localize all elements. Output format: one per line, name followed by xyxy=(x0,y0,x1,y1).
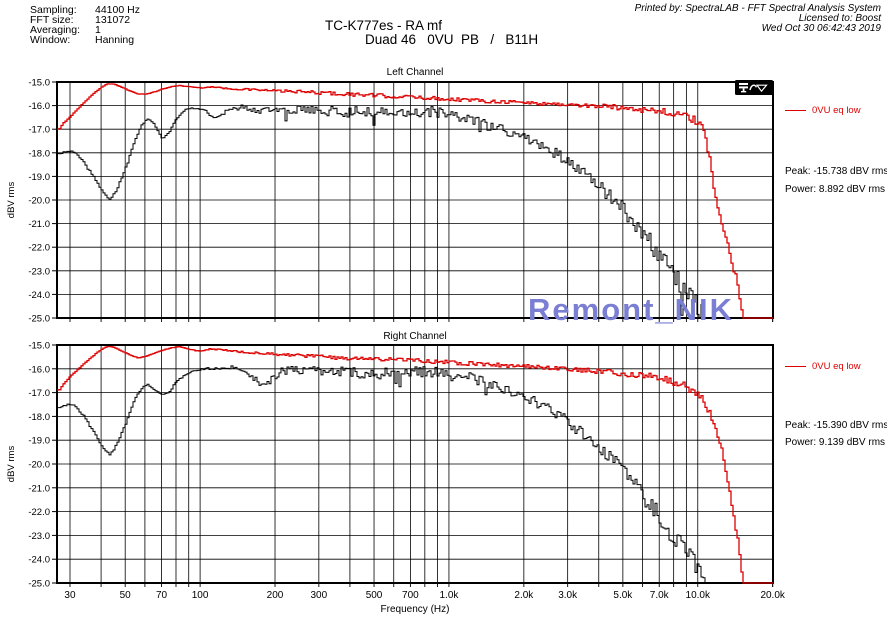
svg-text:dBV rms: dBV rms xyxy=(6,182,17,219)
report-title-line1: TC-K777es - RA mf xyxy=(325,18,443,33)
left-power-annotation: Power: 8.892 dBV rms xyxy=(785,184,886,195)
param-label: Window: xyxy=(30,34,71,46)
svg-text:-17.0: -17.0 xyxy=(28,125,50,136)
overlay-source-icon xyxy=(735,80,773,95)
svg-text:-20.0: -20.0 xyxy=(28,460,50,471)
print-info: Printed by: SpectraLAB - FFT Spectral An… xyxy=(635,4,881,34)
svg-text:-15.0: -15.0 xyxy=(28,341,50,352)
svg-text:5.0k: 5.0k xyxy=(613,590,633,601)
svg-text:700: 700 xyxy=(402,590,419,601)
param-label: Sampling: xyxy=(30,4,77,16)
svg-text:-22.0: -22.0 xyxy=(28,507,50,518)
svg-text:200: 200 xyxy=(267,590,284,601)
svg-text:10.0k: 10.0k xyxy=(686,590,711,601)
chart-group-0: -15.0 -16.0 -17.0 -18.0 -19.0 -20.0 -21.0 -22.0… xyxy=(6,78,774,325)
param-averaging: Averaging: 1 xyxy=(30,24,140,36)
chart-group-1: -15.0 -16.0 -17.0 -18.0 -19.0 -20.0 -21.0 -22.0… xyxy=(6,341,786,616)
legend-line-sample xyxy=(785,366,806,367)
reference-trace-left xyxy=(57,83,773,319)
svg-text:1.0k: 1.0k xyxy=(439,590,459,601)
legend-label: 0VU eq low xyxy=(812,105,861,116)
svg-text:-24.0: -24.0 xyxy=(28,555,50,566)
svg-text:-20.0: -20.0 xyxy=(28,196,50,207)
svg-text:-25.0: -25.0 xyxy=(28,314,50,325)
param-sampling: Sampling: 44100 Hz xyxy=(30,4,140,16)
svg-text:-15.0: -15.0 xyxy=(28,78,50,89)
svg-text:-23.0: -23.0 xyxy=(28,531,50,542)
svg-text:-17.0: -17.0 xyxy=(28,388,50,399)
param-label: Averaging: xyxy=(30,24,81,36)
param-fft-size: FFT size: 131072 xyxy=(30,14,140,26)
generator-icon xyxy=(739,83,748,93)
param-label: FFT size: xyxy=(30,14,74,26)
right-legend: 0VU eq low xyxy=(785,361,861,372)
svg-text:dBV rms: dBV rms xyxy=(6,446,17,483)
svg-text:300: 300 xyxy=(310,590,327,601)
measured-trace-right xyxy=(57,365,773,584)
svg-text:Frequency (Hz): Frequency (Hz) xyxy=(381,604,450,615)
right-channel-title: Right Channel xyxy=(383,331,447,342)
waveform-icon xyxy=(749,84,768,93)
svg-text:-23.0: -23.0 xyxy=(28,266,50,277)
svg-text:20.0k: 20.0k xyxy=(760,590,785,601)
svg-text:-24.0: -24.0 xyxy=(28,290,50,301)
svg-text:-16.0: -16.0 xyxy=(28,364,50,375)
svg-text:100: 100 xyxy=(192,590,209,601)
right-peak-annotation: Peak: -15.390 dBV rms xyxy=(785,420,887,431)
param-value: 1 xyxy=(95,24,101,36)
watermark: Remont_NIK xyxy=(528,292,735,327)
left-channel-title: Left Channel xyxy=(386,67,444,78)
report-title-line2: Duad 46 0VU PB / B11H xyxy=(365,32,539,47)
param-window: Window: Hanning xyxy=(30,34,140,46)
svg-text:-18.0: -18.0 xyxy=(28,148,50,159)
svg-text:70: 70 xyxy=(156,590,168,601)
svg-text:-19.0: -19.0 xyxy=(28,172,50,183)
svg-text:-16.0: -16.0 xyxy=(28,101,50,112)
svg-text:3.0k: 3.0k xyxy=(558,590,578,601)
right-power-annotation: Power: 9.139 dBV rms xyxy=(785,437,886,448)
param-value: Hanning xyxy=(95,34,135,46)
svg-text:2.0k: 2.0k xyxy=(514,590,534,601)
print-timestamp: Wed Oct 30 06:42:43 2019 xyxy=(761,23,881,34)
analysis-params: Sampling: 44100 Hz FFT size: 131072 Aver… xyxy=(30,4,140,46)
svg-text:500: 500 xyxy=(366,590,383,601)
svg-text:-21.0: -21.0 xyxy=(28,219,50,230)
printed-by: Printed by: SpectraLAB - FFT Spectral An… xyxy=(634,3,881,14)
licensed-to: Licensed to: Boost xyxy=(798,13,881,24)
svg-text:-19.0: -19.0 xyxy=(28,436,50,447)
legend-line-sample xyxy=(785,110,806,111)
svg-text:30: 30 xyxy=(64,590,76,601)
left-peak-annotation: Peak: -15.738 dBV rms xyxy=(785,166,887,177)
svg-text:-18.0: -18.0 xyxy=(28,412,50,423)
legend-label: 0VU eq low xyxy=(812,361,861,372)
reference-trace-right xyxy=(57,345,773,584)
svg-text:-22.0: -22.0 xyxy=(28,243,50,254)
measured-trace-left xyxy=(57,104,773,319)
svg-text:-25.0: -25.0 xyxy=(28,579,50,590)
svg-text:7.0k: 7.0k xyxy=(650,590,670,601)
left-legend: 0VU eq low xyxy=(785,105,861,116)
param-value: 44100 Hz xyxy=(95,4,140,16)
param-value: 131072 xyxy=(95,14,131,26)
svg-text:50: 50 xyxy=(120,590,132,601)
svg-text:-21.0: -21.0 xyxy=(28,483,50,494)
